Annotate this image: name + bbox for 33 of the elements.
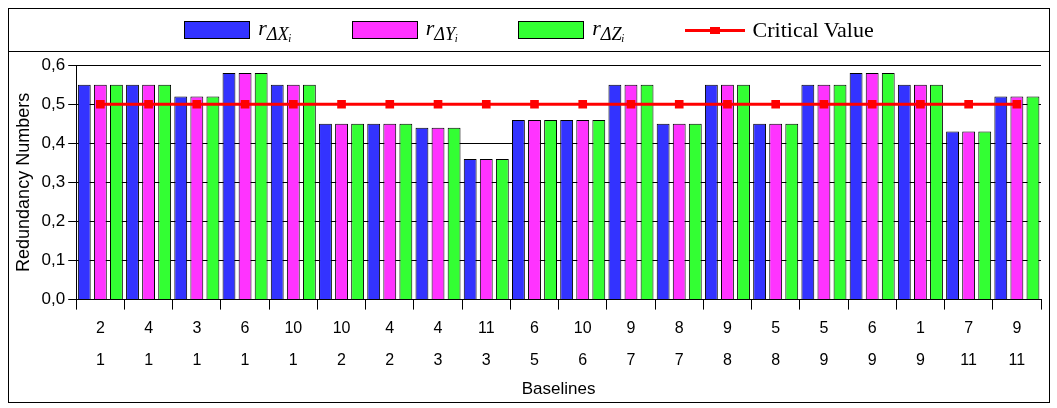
x-tick-label: 2 1	[95, 319, 105, 369]
x-tick-label: 10 1	[284, 319, 303, 369]
x-tick-label: 5 9	[819, 319, 829, 369]
x-tick-label: 4 2	[385, 319, 395, 369]
x-tick-label: 6 5	[530, 319, 540, 369]
x-tick-label: 10 6	[573, 319, 592, 369]
x-axis-title: Baselines	[521, 379, 596, 399]
x-tick-label: 6 9	[867, 319, 877, 369]
x-tick-label: 11 3	[477, 319, 495, 369]
legend-label: Critical Value	[752, 17, 874, 43]
x-tick-label: 8 7	[674, 319, 684, 369]
y-tick-label: 0,2	[41, 211, 66, 231]
x-tick-label: 9 8	[723, 319, 732, 369]
x-tick-label: 10 2	[332, 319, 351, 369]
legend-label: r$_{ΔYᵢ}$	[425, 14, 459, 46]
x-tick-label: 7 11	[960, 319, 978, 369]
y-tick-label: 0,1	[41, 250, 66, 270]
y-axis-title: Redundancy Numbers	[12, 92, 33, 272]
x-tick-label: 1 9	[915, 319, 925, 369]
x-tick-label: 4 3	[433, 319, 443, 369]
y-tick-label: 0,6	[41, 54, 66, 74]
y-tick-label: 0,0	[41, 289, 66, 309]
x-tick-label: 9 7	[626, 319, 636, 369]
y-tick-label: 0,3	[41, 172, 66, 192]
y-tick-label: 0,4	[41, 133, 66, 153]
x-tick-label: 9 11	[1008, 319, 1026, 369]
x-tick-label: 4 1	[144, 319, 154, 369]
y-tick-label: 0,5	[41, 93, 66, 113]
x-tick-label: 3 1	[192, 319, 202, 369]
legend-label: r$_{ΔXᵢ}$	[258, 14, 292, 46]
x-tick-label: 6 1	[240, 319, 250, 369]
x-tick-label: 5 8	[771, 319, 781, 369]
legend-label: r$_{ΔZᵢ}$	[592, 14, 625, 46]
